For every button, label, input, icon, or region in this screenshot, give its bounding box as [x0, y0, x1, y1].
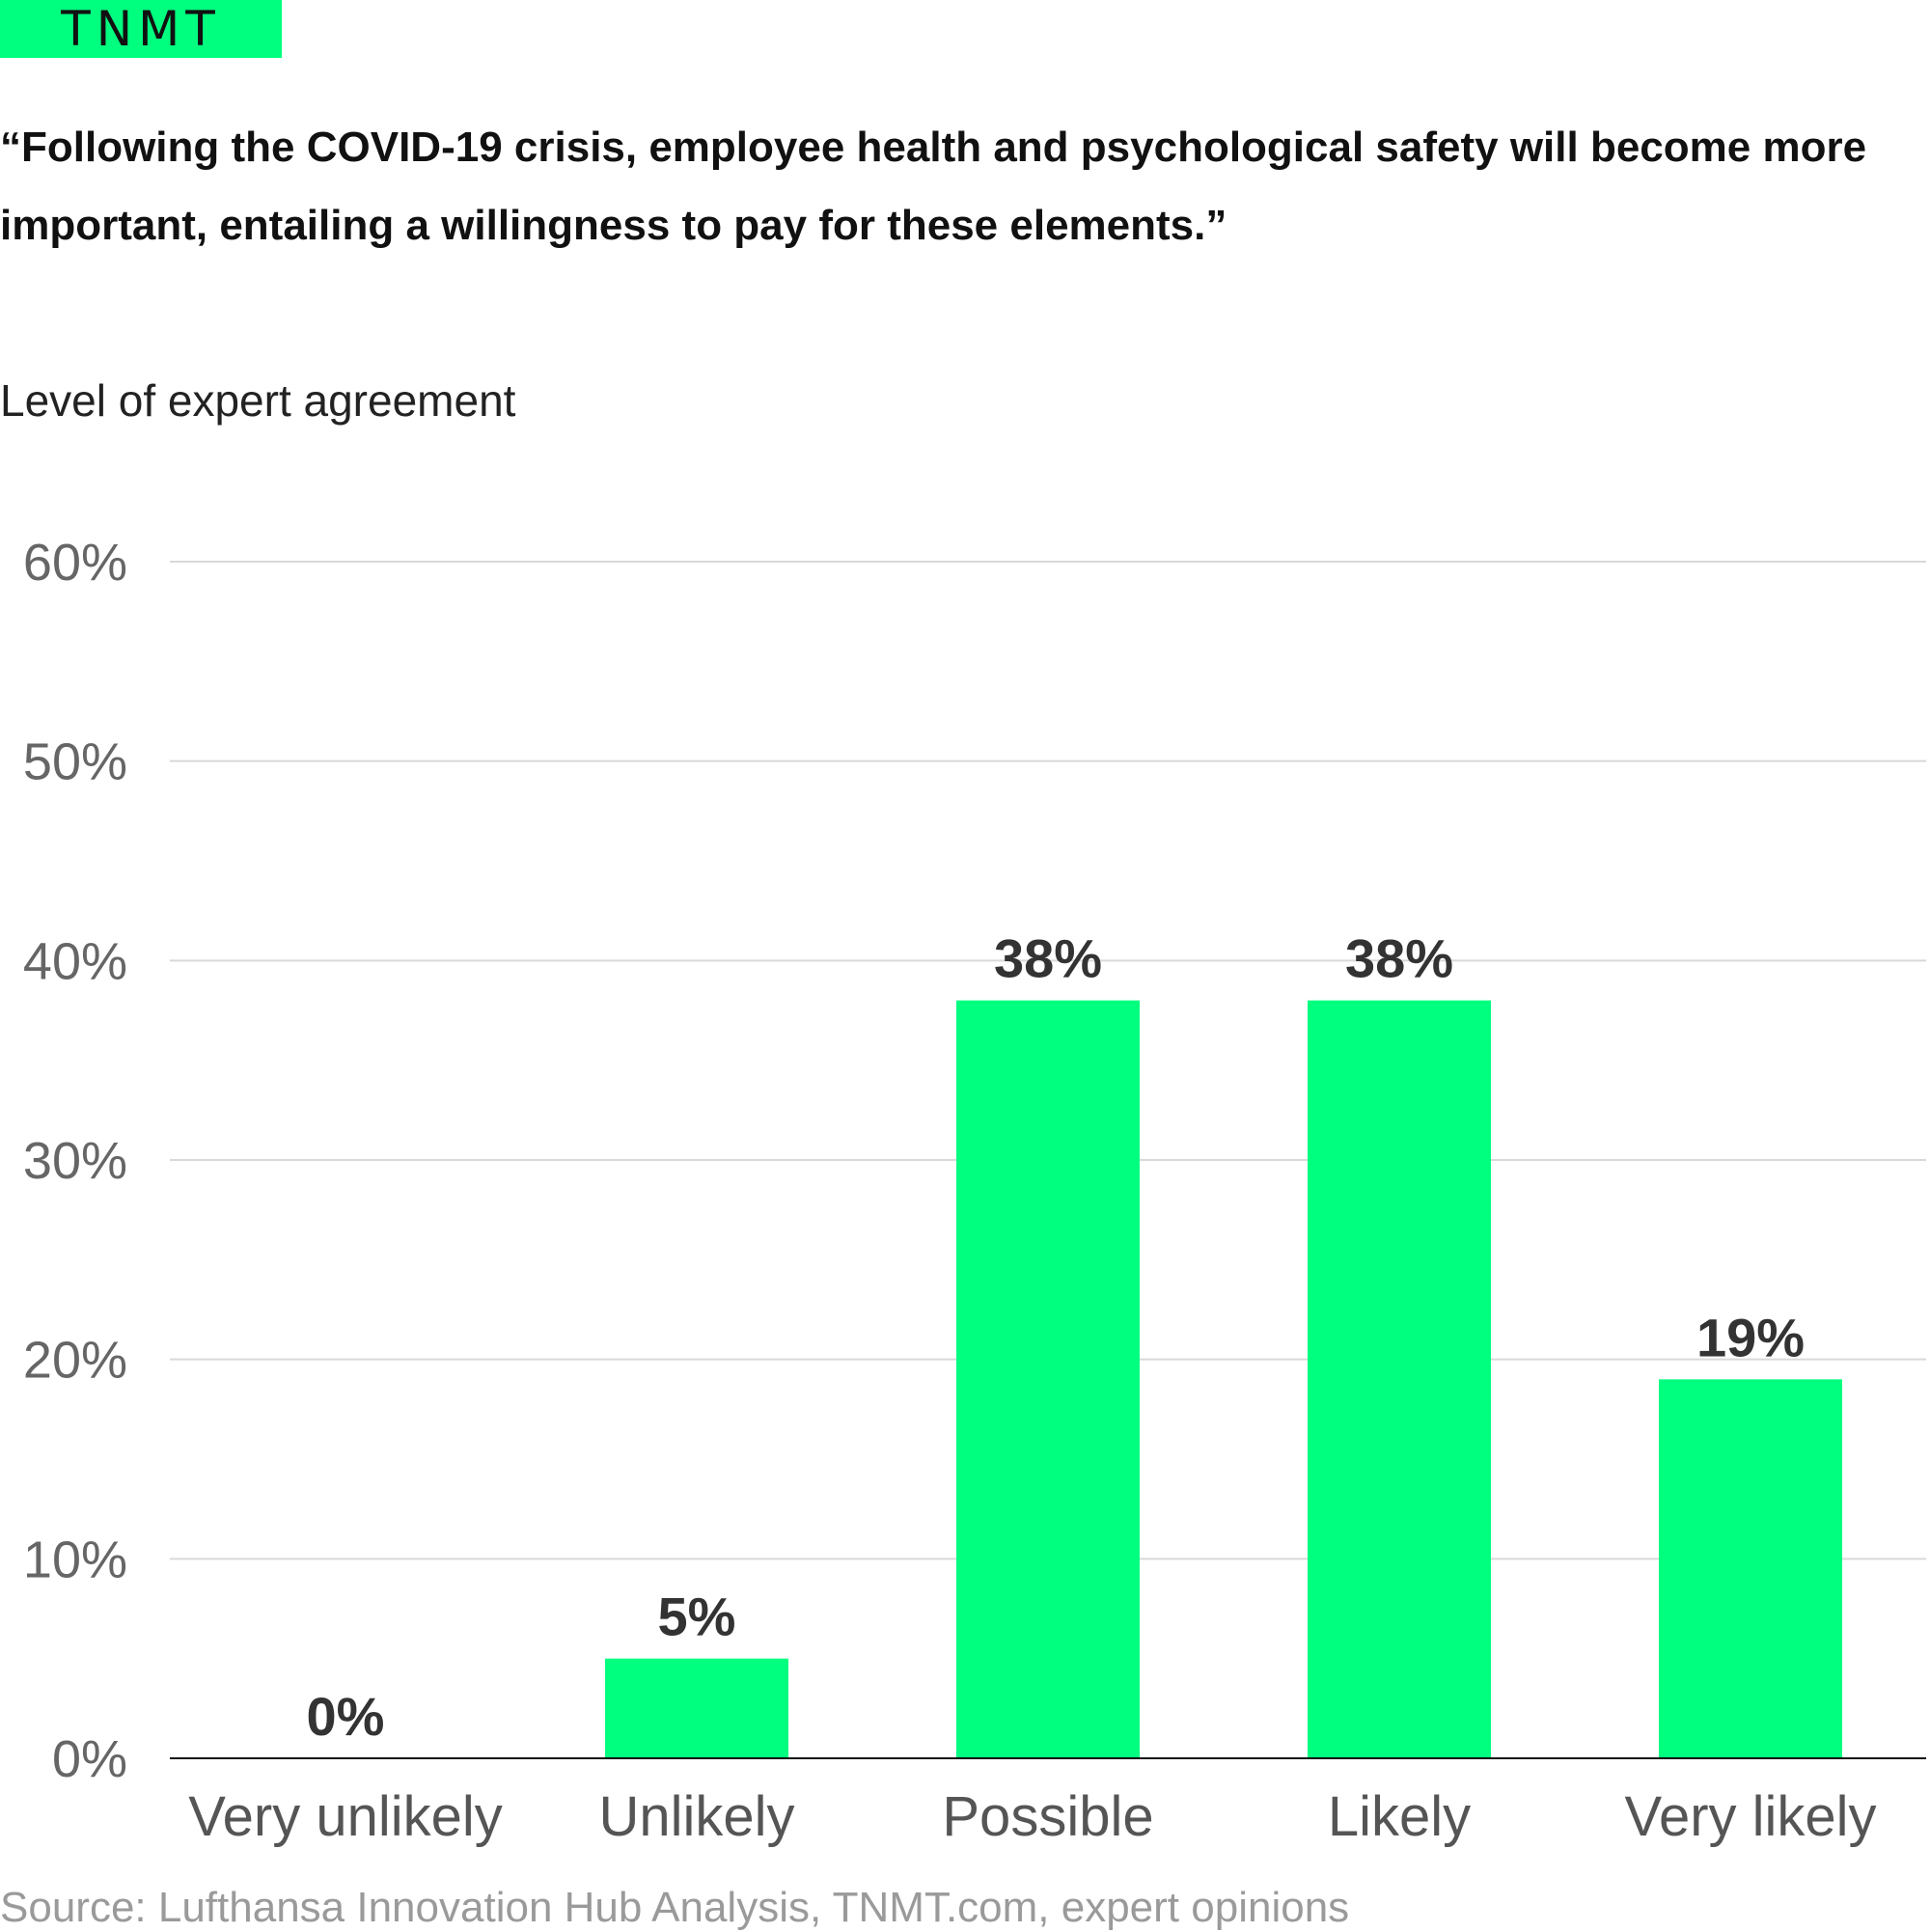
x-category-label: Likely — [1328, 1785, 1471, 1848]
y-tick-label: 60% — [23, 534, 127, 592]
source-note: Source: Lufthansa Innovation Hub Analysi… — [0, 1884, 1350, 1931]
y-tick-label: 50% — [23, 733, 127, 791]
data-label: 0% — [307, 1686, 385, 1747]
x-axis-categories: Very unlikely Unlikely Possible Likely Very … — [188, 1785, 1876, 1848]
x-category-label: Very unlikely — [188, 1785, 503, 1848]
brand-logo-text: TNMT — [61, 1, 221, 57]
bar-unlikely — [605, 1658, 788, 1758]
bar-very-likely — [1659, 1379, 1842, 1758]
y-axis-ticks: 0% 10% 20% 30% 40% 50% 60% — [23, 534, 127, 1788]
data-label: 38% — [994, 928, 1102, 989]
bar-likely — [1308, 1000, 1491, 1758]
data-label: 5% — [658, 1587, 736, 1647]
y-tick-label: 30% — [23, 1132, 127, 1190]
y-tick-label: 40% — [23, 932, 127, 990]
x-category-label: Unlikely — [598, 1785, 794, 1848]
x-category-label: Very likely — [1624, 1785, 1876, 1848]
bar-possible — [956, 1000, 1140, 1758]
data-label: 38% — [1345, 928, 1453, 989]
brand-logo: TNMT — [0, 0, 282, 58]
data-labels: 0% 5% 38% 38% 19% — [307, 928, 1806, 1747]
x-category-label: Possible — [942, 1785, 1153, 1848]
y-tick-label: 0% — [52, 1730, 127, 1788]
chart-subtitle: Level of expert agreement — [0, 375, 516, 426]
bars — [605, 1000, 1842, 1758]
y-tick-label: 20% — [23, 1332, 127, 1390]
data-label: 19% — [1696, 1307, 1805, 1367]
chart-title: “Following the COVID-19 crisis, employee… — [0, 124, 1867, 249]
y-tick-label: 10% — [23, 1531, 127, 1588]
